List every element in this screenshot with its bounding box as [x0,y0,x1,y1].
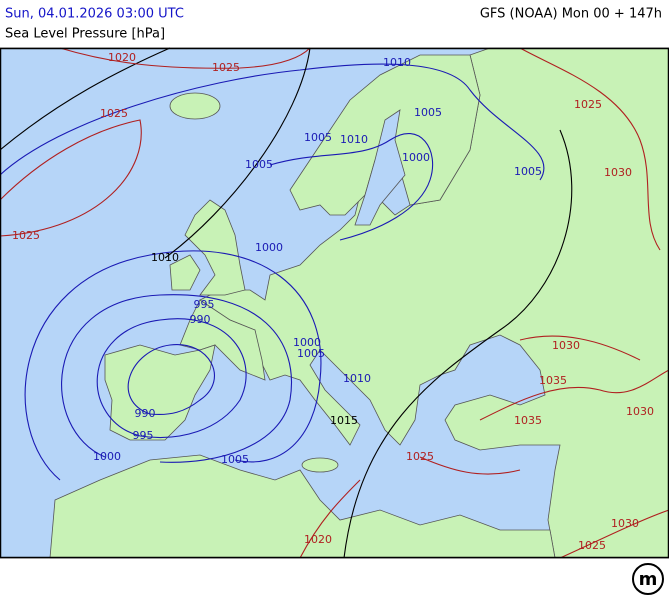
isobar-label: 1000 [402,151,430,164]
isobar-label: 1010 [343,372,371,385]
isobar-label: 995 [133,429,154,442]
land [49,454,556,559]
isobar-label: 1000 [293,336,321,349]
land [301,457,339,473]
isobar-label: 1005 [304,131,332,144]
isobar-label: 1005 [414,106,442,119]
isobar-label: 1010 [151,251,179,264]
isobar-label: 1005 [514,165,542,178]
isobar-label: 1025 [12,229,40,242]
isobar-label: 1015 [330,414,358,427]
isobars [0,47,669,559]
isobar-label: 1030 [552,339,580,352]
isobar-label: 1025 [578,539,606,552]
isobar-label: 1000 [255,241,283,254]
land [104,344,216,441]
isobar-label: 1005 [221,453,249,466]
isobar-label: 1035 [514,414,542,427]
isobar [24,250,322,481]
isobar [299,335,669,559]
isobar-label: 1010 [383,56,411,69]
isobar-label: 1005 [297,347,325,360]
isobar [127,344,215,416]
header-right: GFS (NOAA) Mon 00 + 147h [480,7,662,22]
isobar [269,133,434,241]
isobar-label: 1030 [604,166,632,179]
isobar-label: 1030 [611,517,639,530]
isobar-label: 1020 [108,51,136,64]
isobar-label: 1010 [340,133,368,146]
logo [632,563,664,595]
header-left: Sun, 04.01.2026 03:00 UTC [5,7,184,22]
isobar-label: 1025 [574,98,602,111]
logo-text: m [639,569,658,590]
isobar-label: 1025 [212,61,240,74]
isobar [96,318,247,439]
isobar-label: 1000 [93,450,121,463]
isobar-label: 1005 [245,158,273,171]
isobar-label: 1025 [100,107,128,120]
land [184,199,246,296]
isobar-label: 1020 [304,533,332,546]
isobar-label: 1025 [406,450,434,463]
land [169,254,201,291]
isobar [0,47,573,559]
isobar [0,63,545,181]
isobar-label: 1030 [626,405,654,418]
isobar [61,294,292,463]
subtitle: Sea Level Pressure [hPa] [5,27,165,42]
isobar-label: 995 [194,298,215,311]
isobar-label: 1035 [539,374,567,387]
isobar-label: 990 [190,313,211,326]
isobar [0,47,661,251]
isobar-label: 990 [135,407,156,420]
land [169,92,221,120]
